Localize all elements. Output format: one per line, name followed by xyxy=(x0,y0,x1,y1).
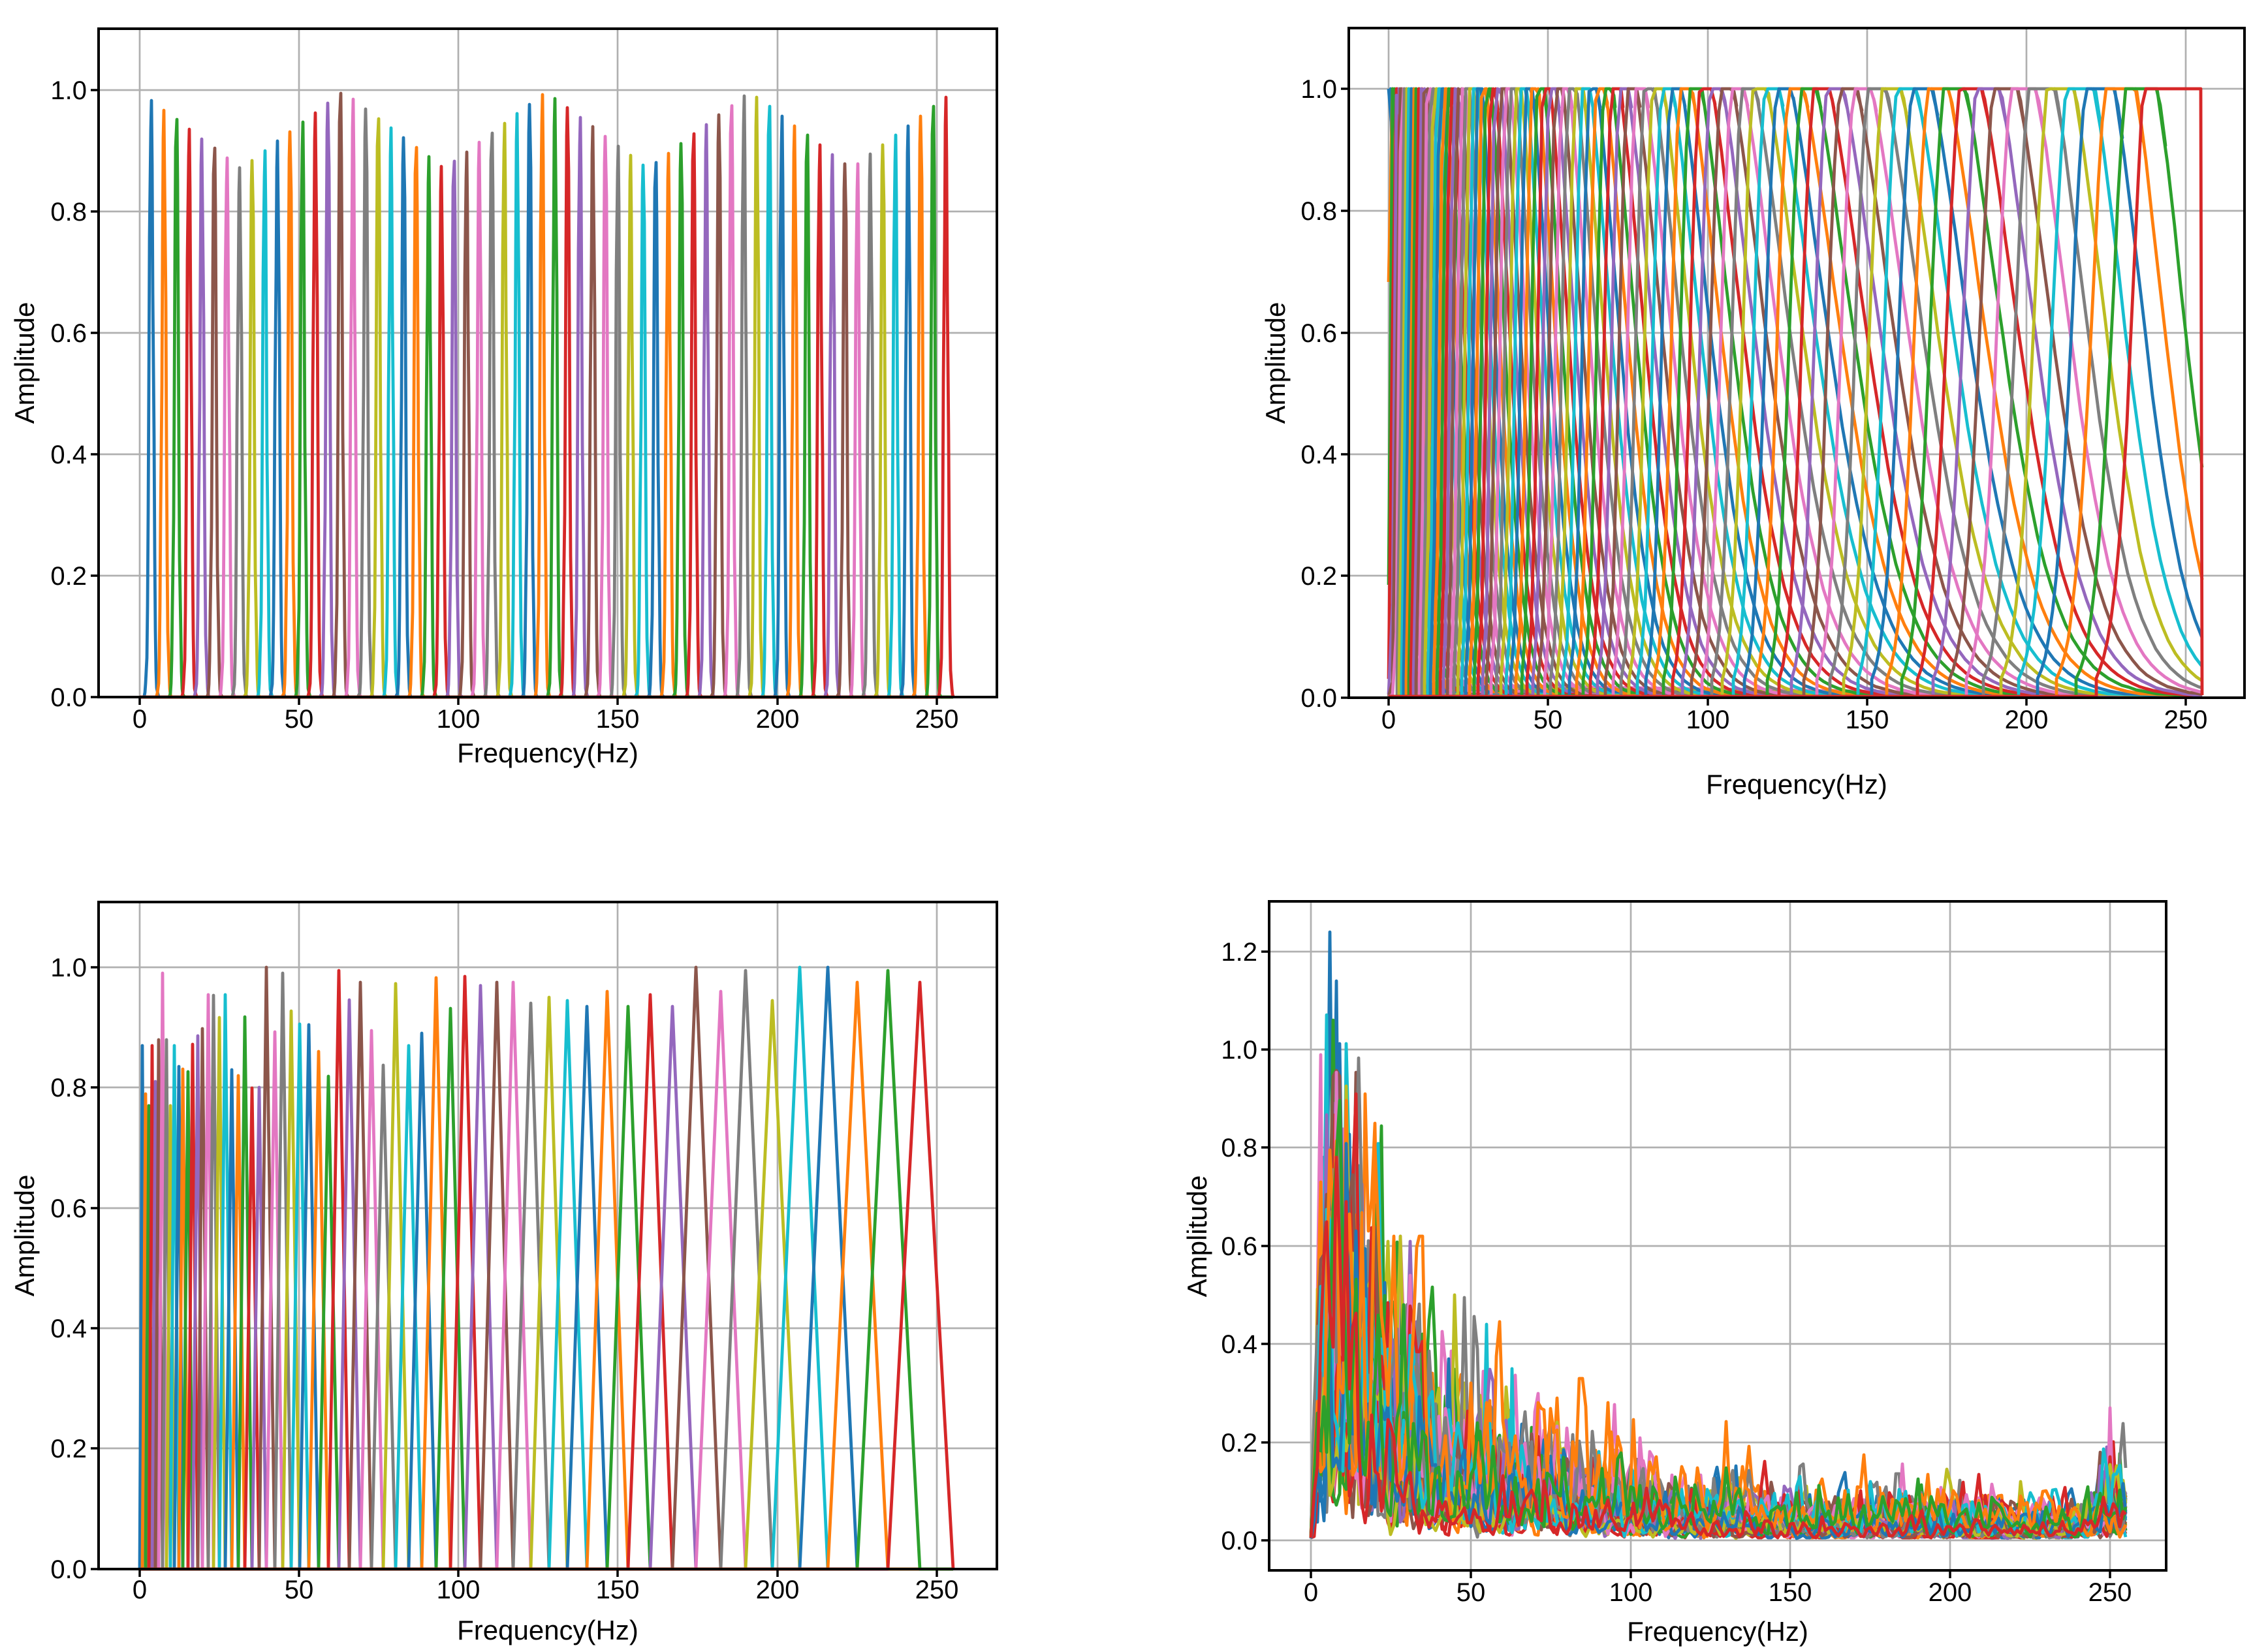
svg-text:100: 100 xyxy=(1609,1578,1653,1607)
svg-text:0: 0 xyxy=(133,705,147,734)
svg-text:1.0: 1.0 xyxy=(50,954,87,982)
svg-text:0.4: 0.4 xyxy=(50,1315,87,1343)
svg-text:200: 200 xyxy=(756,705,800,734)
svg-text:Frequency(Hz): Frequency(Hz) xyxy=(457,1615,638,1645)
svg-text:Amplitude: Amplitude xyxy=(9,302,40,424)
svg-text:200: 200 xyxy=(2005,706,2049,734)
svg-text:1.2: 1.2 xyxy=(1221,938,1257,967)
svg-text:0.8: 0.8 xyxy=(1221,1134,1257,1162)
svg-text:50: 50 xyxy=(285,1576,314,1604)
svg-text:200: 200 xyxy=(756,1576,800,1604)
svg-text:100: 100 xyxy=(437,1576,480,1604)
svg-text:250: 250 xyxy=(915,705,959,734)
svg-text:0.8: 0.8 xyxy=(50,1074,87,1102)
svg-text:1.0: 1.0 xyxy=(1221,1036,1257,1065)
svg-text:0.6: 0.6 xyxy=(1221,1232,1257,1261)
svg-text:100: 100 xyxy=(1686,706,1730,734)
svg-text:0.6: 0.6 xyxy=(50,1194,87,1223)
svg-text:1.0: 1.0 xyxy=(1300,75,1337,104)
svg-text:0.6: 0.6 xyxy=(50,319,87,348)
svg-text:0.2: 0.2 xyxy=(50,562,87,591)
svg-text:150: 150 xyxy=(1846,706,1889,734)
svg-text:0.6: 0.6 xyxy=(1300,319,1337,348)
svg-text:150: 150 xyxy=(1769,1578,1812,1607)
svg-text:150: 150 xyxy=(596,705,640,734)
svg-text:0.4: 0.4 xyxy=(1221,1330,1257,1359)
svg-text:50: 50 xyxy=(285,705,314,734)
svg-text:0.0: 0.0 xyxy=(50,1555,87,1584)
svg-text:Frequency(Hz): Frequency(Hz) xyxy=(1706,769,1887,800)
svg-text:Frequency(Hz): Frequency(Hz) xyxy=(457,738,638,768)
svg-text:0: 0 xyxy=(1304,1578,1318,1607)
svg-text:0.2: 0.2 xyxy=(1300,562,1337,591)
svg-text:0.2: 0.2 xyxy=(50,1435,87,1463)
svg-text:0.8: 0.8 xyxy=(1300,197,1337,226)
svg-text:100: 100 xyxy=(437,705,480,734)
svg-text:0.4: 0.4 xyxy=(1300,441,1337,469)
svg-text:250: 250 xyxy=(915,1576,959,1604)
svg-text:0: 0 xyxy=(133,1576,147,1604)
svg-text:0.0: 0.0 xyxy=(50,683,87,712)
svg-text:Frequency(Hz): Frequency(Hz) xyxy=(1627,1616,1808,1647)
svg-text:Amplitude: Amplitude xyxy=(1260,302,1291,424)
svg-text:50: 50 xyxy=(1534,706,1563,734)
svg-text:0: 0 xyxy=(1381,706,1396,734)
svg-text:50: 50 xyxy=(1457,1578,1486,1607)
svg-text:250: 250 xyxy=(2164,706,2208,734)
svg-text:0.4: 0.4 xyxy=(50,441,87,469)
svg-text:250: 250 xyxy=(2088,1578,2132,1607)
svg-text:0.8: 0.8 xyxy=(50,198,87,226)
svg-text:Amplitude: Amplitude xyxy=(1182,1175,1212,1298)
svg-text:150: 150 xyxy=(596,1576,640,1604)
svg-text:Amplitude: Amplitude xyxy=(9,1175,40,1297)
svg-text:1.0: 1.0 xyxy=(50,76,87,105)
svg-text:0.0: 0.0 xyxy=(1300,684,1337,713)
svg-text:0.0: 0.0 xyxy=(1221,1527,1257,1555)
svg-text:200: 200 xyxy=(1929,1578,1972,1607)
svg-text:0.2: 0.2 xyxy=(1221,1429,1257,1457)
